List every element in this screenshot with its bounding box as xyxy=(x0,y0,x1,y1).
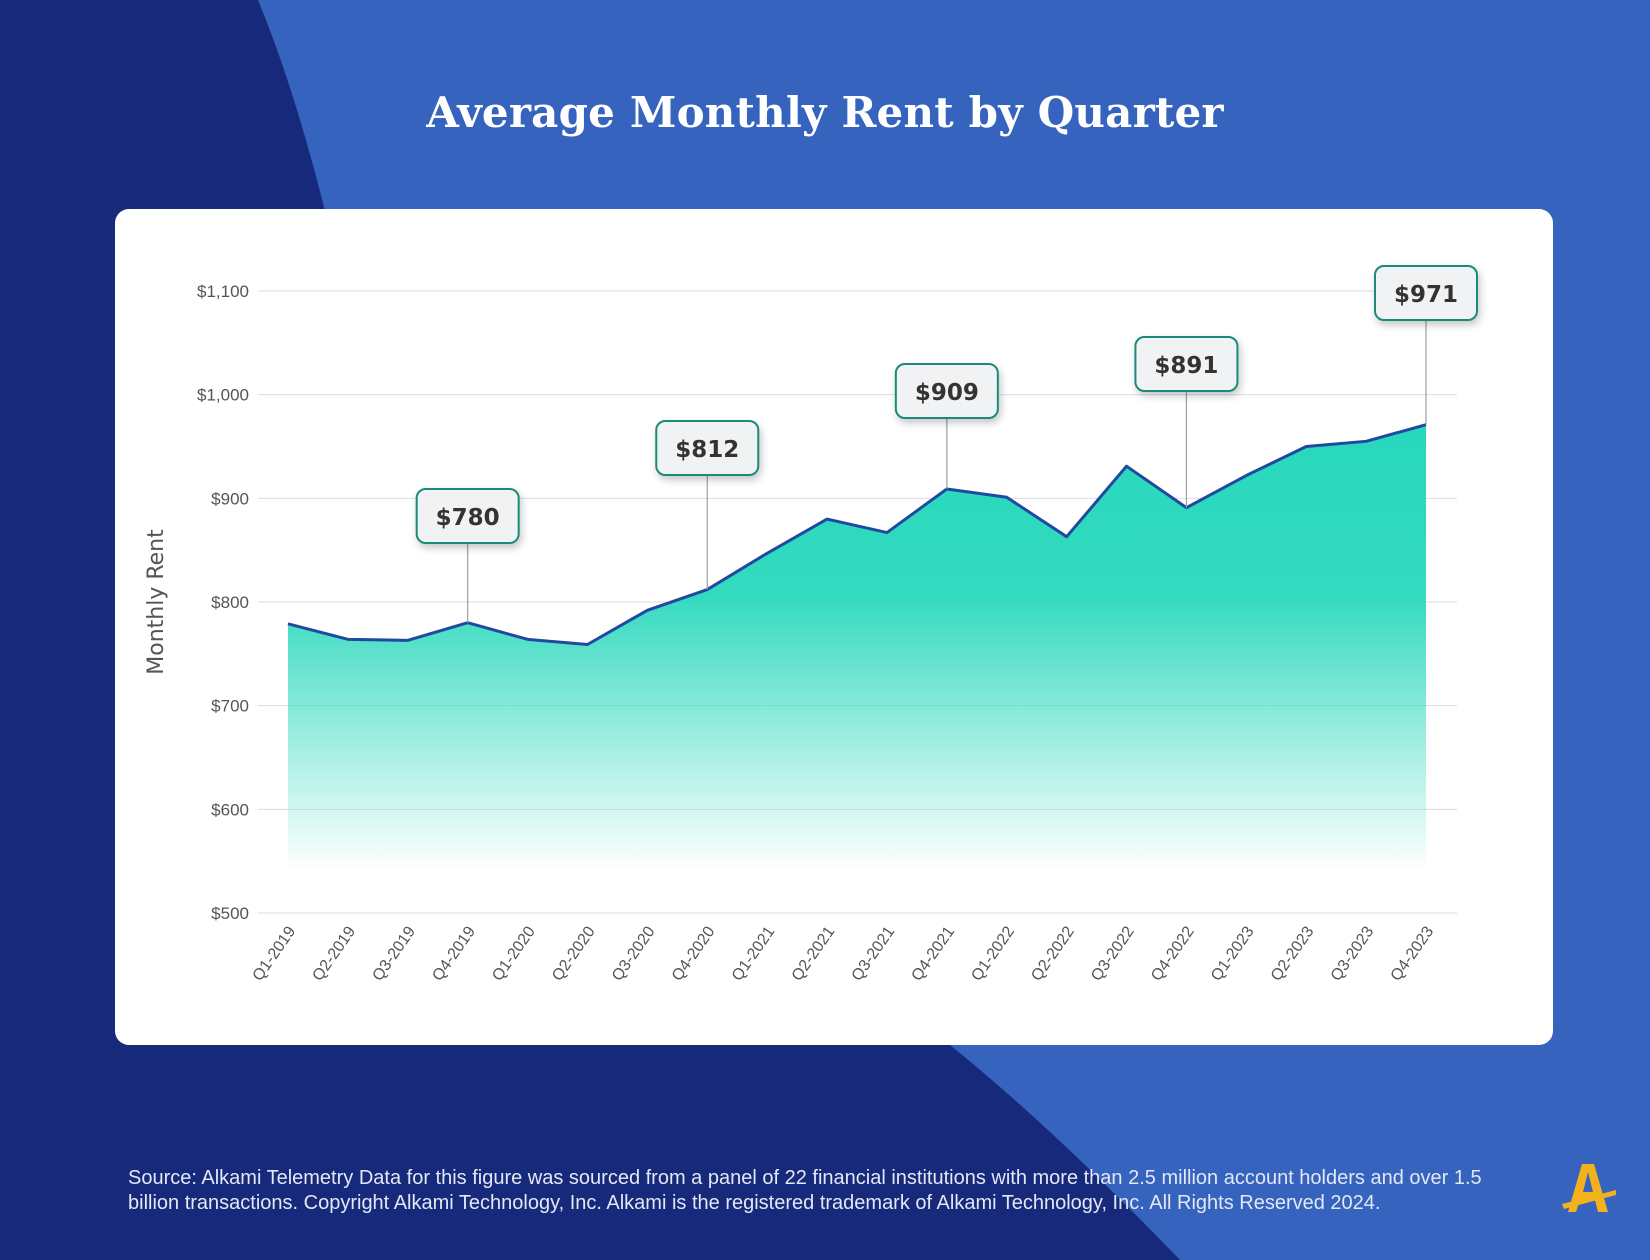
data-label: $812 xyxy=(675,437,739,463)
x-tick-label: Q3-2023 xyxy=(1328,923,1378,984)
x-tick-label: Q2-2023 xyxy=(1268,923,1318,984)
callout-box xyxy=(1134,336,1239,392)
x-tick-label: Q2-2020 xyxy=(549,923,599,984)
data-point xyxy=(645,608,649,612)
callout-box xyxy=(1374,265,1478,321)
area-chart: $500 $600 $700 $800 $900 $1,000 $1,100 Monthly … xyxy=(144,265,1478,984)
page-title: Average Monthly Rent by Quarter xyxy=(426,88,1224,137)
x-tick-label: Q4-2020 xyxy=(669,923,719,984)
data-label: $780 xyxy=(436,505,500,531)
y-tick-label: $900 xyxy=(211,489,249,508)
data-point xyxy=(1244,474,1248,478)
data-label: $971 xyxy=(1394,282,1458,308)
x-tick-label: Q4-2022 xyxy=(1148,923,1198,984)
data-point xyxy=(1125,464,1129,468)
x-tick-label: Q1-2019 xyxy=(250,923,300,984)
callout-box xyxy=(894,363,999,419)
data-point xyxy=(1005,495,1009,499)
x-tick-label: Q4-2023 xyxy=(1388,923,1438,984)
x-tick-label: Q2-2019 xyxy=(310,923,360,984)
data-point xyxy=(346,637,350,641)
data-point xyxy=(526,637,530,641)
data-point xyxy=(765,551,769,555)
y-tick-label: $600 xyxy=(211,800,249,819)
x-tick-label: Q4-2021 xyxy=(908,923,958,984)
x-tick-label: Q3-2021 xyxy=(849,923,899,984)
data-point xyxy=(885,531,889,535)
data-label: $891 xyxy=(1154,353,1218,379)
data-point xyxy=(286,622,290,626)
y-tick-label: $500 xyxy=(211,904,249,923)
alkami-logo-icon xyxy=(1562,1164,1616,1212)
callout-box xyxy=(655,420,760,476)
data-point xyxy=(406,638,410,642)
callout-box xyxy=(415,488,520,544)
chart-card: $500 $600 $700 $800 $900 $1,000 $1,100 Monthly … xyxy=(115,209,1553,1045)
x-tick-label: Q1-2023 xyxy=(1208,923,1258,984)
data-point xyxy=(585,643,589,647)
x-tick-label: Q2-2022 xyxy=(1028,923,1078,984)
data-point xyxy=(1304,445,1308,449)
area-fill xyxy=(288,424,1426,872)
data-label: $909 xyxy=(915,380,979,406)
x-tick-label: Q1-2020 xyxy=(489,923,539,984)
data-point xyxy=(1065,535,1069,539)
x-tick-label: Q1-2021 xyxy=(729,923,779,984)
x-tick-label: Q3-2022 xyxy=(1088,923,1138,984)
series-line xyxy=(287,423,1427,647)
x-tick-label: Q3-2020 xyxy=(609,923,659,984)
y-tick-label: $800 xyxy=(211,593,249,612)
y-tick-label: $700 xyxy=(211,697,249,716)
y-tick-label: $1,100 xyxy=(197,282,249,301)
data-point xyxy=(825,517,829,521)
y-tick-label: $1,000 xyxy=(197,386,249,405)
y-axis-label: Monthly Rent xyxy=(144,529,169,675)
data-point xyxy=(1364,439,1368,443)
source-note: Source: Alkami Telemetry Data for this f… xyxy=(128,1167,1482,1214)
x-tick-label: Q3-2019 xyxy=(369,923,419,984)
x-tick-label: Q2-2021 xyxy=(789,923,839,984)
x-tick-label: Q4-2019 xyxy=(429,923,479,984)
x-tick-label: Q1-2022 xyxy=(968,923,1018,984)
